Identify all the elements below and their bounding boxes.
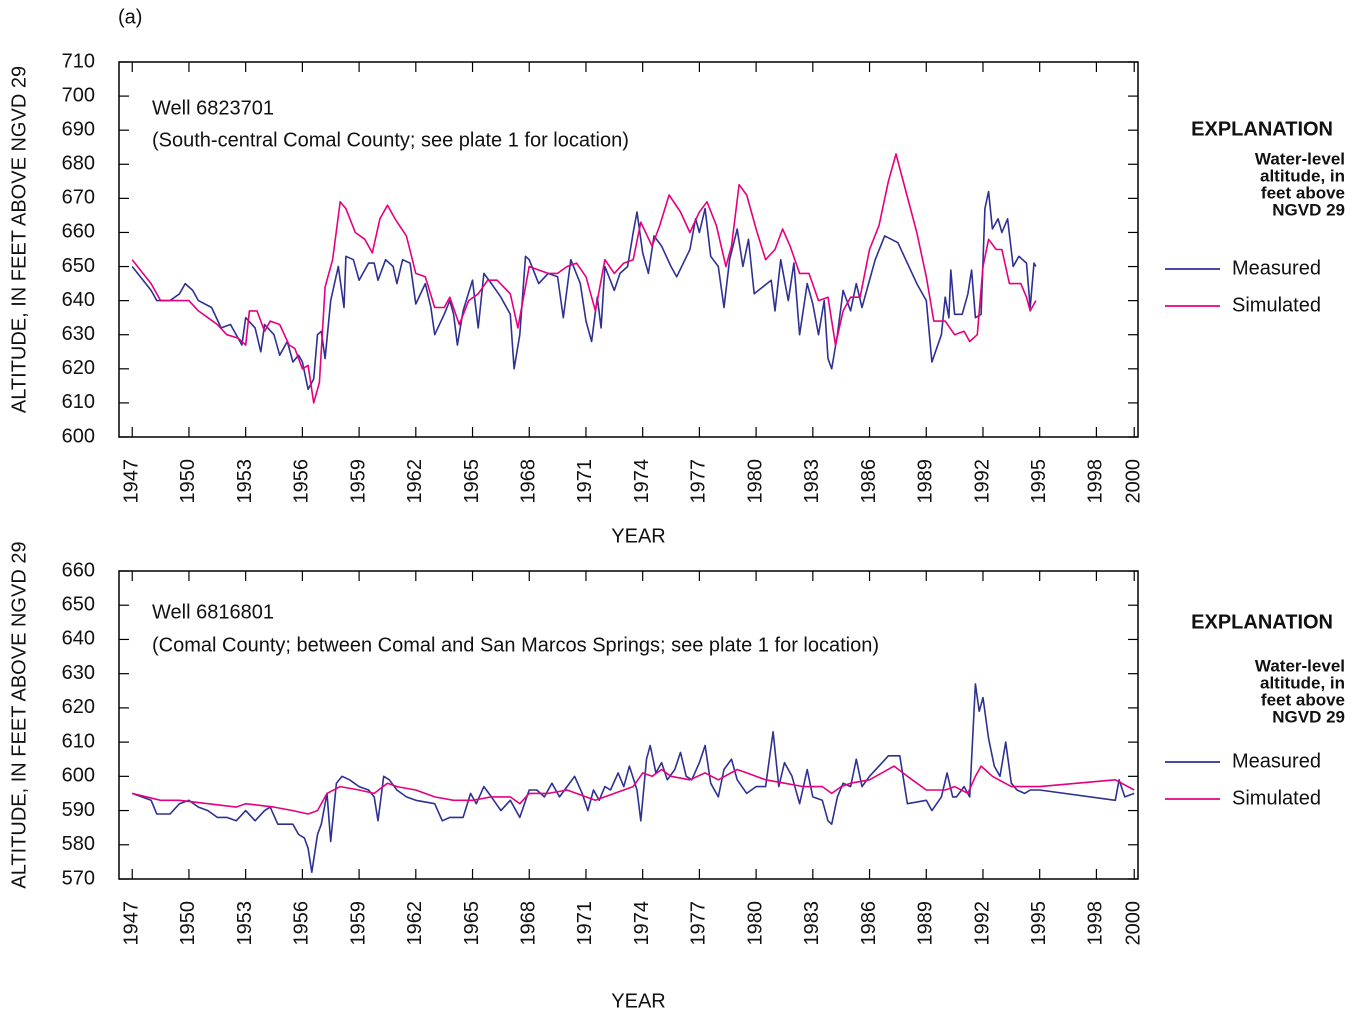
legend-label: Simulated (1232, 787, 1321, 809)
x-tick-label: 1953 (234, 901, 256, 946)
plot-frame (118, 570, 1139, 880)
y-axis-label: ALTITUDE, IN FEET ABOVE NGVD 29 (8, 541, 30, 888)
y-tick-label: 710 (62, 50, 95, 72)
y-tick-label: 620 (62, 357, 95, 379)
x-tick-label: 1962 (404, 459, 426, 504)
y-tick-label: 610 (62, 391, 95, 413)
x-tick-label: 1950 (177, 901, 199, 946)
legend-subtitle: NGVD 29 (1272, 200, 1345, 219)
x-tick-label: 1995 (1028, 901, 1050, 946)
series-line (131, 683, 1135, 873)
legend-subtitle: altitude, in (1260, 673, 1345, 692)
x-tick-label: 1956 (291, 901, 313, 946)
annotation: Well 6823701 (152, 97, 274, 119)
series-line (131, 153, 1037, 404)
x-axis-label: YEAR (611, 525, 665, 547)
x-tick-label: 1983 (801, 901, 823, 946)
annotation: Well 6816801 (152, 601, 274, 623)
x-tick-label: 1965 (461, 459, 483, 504)
y-tick-label: 570 (62, 867, 95, 889)
y-tick-label: 630 (62, 662, 95, 684)
y-tick-label: 660 (62, 221, 95, 243)
x-tick-label: 1968 (518, 459, 540, 504)
x-tick-label: 1986 (858, 901, 880, 946)
legend-label: Measured (1232, 750, 1321, 772)
x-tick-label: 1974 (631, 901, 653, 946)
x-tick-label: 1989 (915, 459, 937, 504)
y-tick-label: 610 (62, 730, 95, 752)
x-tick-label: 1983 (801, 459, 823, 504)
x-tick-label: 1980 (744, 901, 766, 946)
legend-title: EXPLANATION (1191, 118, 1333, 140)
legend-label: Measured (1232, 257, 1321, 279)
y-tick-label: 680 (62, 153, 95, 175)
x-tick-label: 1953 (234, 459, 256, 504)
y-tick-label: 650 (62, 255, 95, 277)
legend-subtitle: feet above (1261, 183, 1345, 202)
x-tick-label: 2000 (1123, 459, 1145, 504)
series-line (132, 765, 1135, 815)
y-tick-label: 600 (62, 765, 95, 787)
y-tick-label: 620 (62, 696, 95, 718)
series-line (131, 190, 1037, 391)
x-tick-label: 1971 (574, 901, 596, 946)
y-tick-label: 600 (62, 425, 95, 447)
x-tick-label: 1998 (1085, 459, 1107, 504)
x-tick-label: 1947 (121, 459, 143, 504)
x-tick-label: 2000 (1123, 901, 1145, 946)
y-tick-label: 670 (62, 187, 95, 209)
x-tick-label: 1998 (1085, 901, 1107, 946)
legend-subtitle: Water-level (1255, 149, 1345, 168)
panel-label: (a) (118, 6, 142, 28)
x-tick-label: 1989 (915, 901, 937, 946)
x-tick-label: 1995 (1028, 459, 1050, 504)
y-tick-label: 660 (62, 559, 95, 581)
annotation: (Comal County; between Comal and San Mar… (152, 634, 879, 656)
y-tick-label: 640 (62, 289, 95, 311)
x-tick-label: 1956 (291, 459, 313, 504)
y-tick-label: 590 (62, 799, 95, 821)
y-tick-label: 580 (62, 833, 95, 855)
legend-subtitle: altitude, in (1260, 166, 1345, 185)
x-tick-label: 1947 (121, 901, 143, 946)
x-tick-label: 1992 (971, 901, 993, 946)
x-tick-label: 1980 (744, 459, 766, 504)
x-tick-label: 1968 (518, 901, 540, 946)
y-tick-label: 690 (62, 118, 95, 140)
plot-frame (118, 61, 1139, 438)
x-tick-label: 1992 (971, 459, 993, 504)
y-tick-label: 630 (62, 323, 95, 345)
x-tick-label: 1959 (347, 459, 369, 504)
legend-label: Simulated (1232, 294, 1321, 316)
x-tick-label: 1962 (404, 901, 426, 946)
x-tick-label: 1959 (347, 901, 369, 946)
x-tick-label: 1977 (688, 459, 710, 504)
y-axis-label: ALTITUDE, IN FEET ABOVE NGVD 29 (8, 66, 30, 413)
y-tick-label: 640 (62, 628, 95, 650)
legend-title: EXPLANATION (1191, 611, 1333, 633)
legend-subtitle: NGVD 29 (1272, 707, 1345, 726)
annotation: (South-central Comal County; see plate 1… (152, 129, 629, 151)
legend-subtitle: Water-level (1255, 656, 1345, 675)
x-tick-label: 1950 (177, 459, 199, 504)
x-tick-label: 1965 (461, 901, 483, 946)
x-axis-label: YEAR (611, 990, 665, 1012)
x-tick-label: 1974 (631, 459, 653, 504)
y-tick-label: 650 (62, 594, 95, 616)
x-tick-label: 1986 (858, 459, 880, 504)
legend-subtitle: feet above (1261, 690, 1345, 709)
x-tick-label: 1971 (574, 459, 596, 504)
x-tick-label: 1977 (688, 901, 710, 946)
y-tick-label: 700 (62, 84, 95, 106)
